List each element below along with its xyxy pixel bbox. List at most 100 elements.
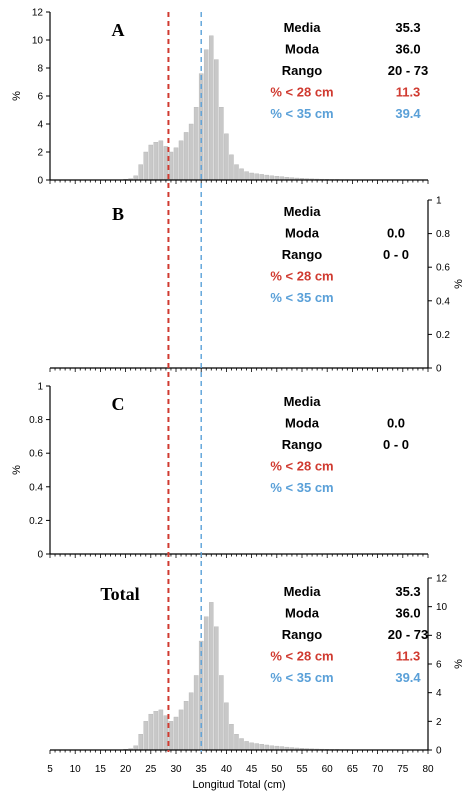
y-tick-label: 4 (436, 688, 442, 699)
stat-label: % < 35 cm (270, 670, 333, 685)
bar-a-27 (158, 140, 164, 181)
x-tick-label: 75 (397, 764, 409, 775)
stat-label: Rango (282, 247, 323, 262)
y-tick-label: 6 (436, 660, 442, 671)
bar-total-37 (209, 602, 214, 751)
y-tick-label: 0.4 (436, 296, 450, 307)
bar-a-22 (133, 175, 138, 181)
x-tick-label: 40 (221, 764, 233, 775)
bar-a-44 (244, 171, 249, 181)
bar-total-24 (143, 721, 149, 751)
panel-total: 0 2 4 6 8 10 12% Total Media 35.3 Moda 36.0 Rango 20 … (49, 574, 465, 757)
stat-label: Media (284, 20, 322, 35)
x-tick-label: 25 (145, 764, 157, 775)
x-tick-label: 70 (372, 764, 384, 775)
bar-a-31 (178, 140, 184, 181)
stat-label: Rango (282, 63, 323, 78)
bar-total-46 (254, 743, 259, 751)
shared-x-axis: 5 10 15 20 25 30 35 40 45 50 55 60 65 70 75 80 Longitud … (47, 764, 434, 791)
stat-value: 36.0 (395, 606, 420, 621)
y-tick-label: 4 (37, 120, 43, 131)
panel-label: C (112, 394, 125, 414)
panel-label: A (112, 20, 125, 40)
stat-label: Rango (282, 627, 323, 642)
bar-total-31 (178, 709, 184, 751)
y-tick-label: 0.6 (436, 263, 450, 274)
y-tick-label: 12 (32, 8, 44, 19)
bar-a-47 (259, 174, 264, 181)
bar-total-40 (224, 702, 229, 751)
bar-total-23 (138, 734, 143, 751)
y-tick-label: 0.8 (436, 229, 450, 240)
bar-total-25 (148, 713, 154, 751)
stat-label: Moda (285, 226, 320, 241)
stat-value: 35.3 (395, 20, 420, 35)
reference-lines-group (167, 12, 202, 752)
stat-value: 36.0 (395, 42, 420, 57)
y-tick-label: 12 (436, 574, 448, 585)
bar-a-23 (138, 164, 143, 181)
bar-total-34 (193, 675, 199, 751)
y-tick-label: 8 (436, 631, 442, 642)
y-tick-label: 0 (436, 746, 442, 757)
bar-total-33 (188, 692, 194, 751)
bar-a-24 (143, 151, 149, 181)
bar-total-29 (168, 721, 174, 751)
bar-a-30 (173, 147, 179, 181)
y-tick-label: 0.2 (29, 516, 43, 527)
bar-a-40 (224, 133, 229, 181)
bar-a-42 (234, 164, 239, 181)
y-tick-label: 0.8 (29, 415, 43, 426)
stat-label: Moda (285, 416, 320, 431)
stat-label: % < 28 cm (270, 649, 333, 664)
stat-label: % < 28 cm (270, 269, 333, 284)
bar-a-48 (264, 174, 269, 181)
bar-total-41 (229, 724, 234, 751)
y-tick-label: 2 (436, 717, 442, 728)
y-tick-label: 2 (37, 148, 43, 159)
stat-value: 0.0 (387, 226, 405, 241)
stat-label: % < 35 cm (270, 290, 333, 305)
stat-value: 0 - 0 (383, 437, 409, 452)
y-tick-label: 0 (436, 364, 442, 375)
bar-total-43 (239, 738, 244, 751)
bar-a-49 (269, 175, 275, 181)
x-tick-label: 50 (271, 764, 283, 775)
bar-a-28 (163, 146, 169, 181)
stat-value: 35.3 (395, 584, 420, 599)
stat-label: Media (284, 204, 322, 219)
y-tick-label: 6 (37, 92, 43, 103)
panel-label: B (112, 204, 124, 224)
stat-label: % < 35 cm (270, 480, 333, 495)
bar-a-34 (193, 106, 199, 181)
bar-a-39 (219, 106, 224, 181)
bar-total-27 (158, 709, 164, 751)
bar-a-43 (239, 168, 244, 181)
x-tick-label: 5 (47, 764, 53, 775)
bar-total-49 (269, 745, 275, 751)
bar-a-26 (153, 141, 159, 181)
bar-total-32 (183, 701, 189, 751)
bar-total-30 (173, 716, 179, 751)
stat-label: % < 28 cm (270, 85, 333, 100)
bar-a-25 (148, 144, 154, 181)
stat-label: % < 28 cm (270, 459, 333, 474)
stat-value: 39.4 (395, 670, 421, 685)
stat-value: 11.3 (396, 649, 421, 664)
x-tick-label: 15 (95, 764, 107, 775)
bar-a-45 (249, 172, 254, 181)
y-tick-label: 0.4 (29, 482, 43, 493)
y-tick-label: 10 (436, 602, 448, 613)
bar-a-41 (229, 154, 234, 181)
x-tick-label: 35 (196, 764, 208, 775)
bar-total-48 (264, 744, 269, 751)
bar-a-36 (203, 49, 209, 181)
stat-value: 20 - 73 (388, 63, 428, 78)
bar-a-38 (214, 59, 219, 181)
y-tick-label: 0.2 (436, 330, 450, 341)
bar-total-36 (203, 616, 209, 751)
stat-value: 0 - 0 (383, 247, 409, 262)
bar-total-39 (219, 675, 224, 751)
